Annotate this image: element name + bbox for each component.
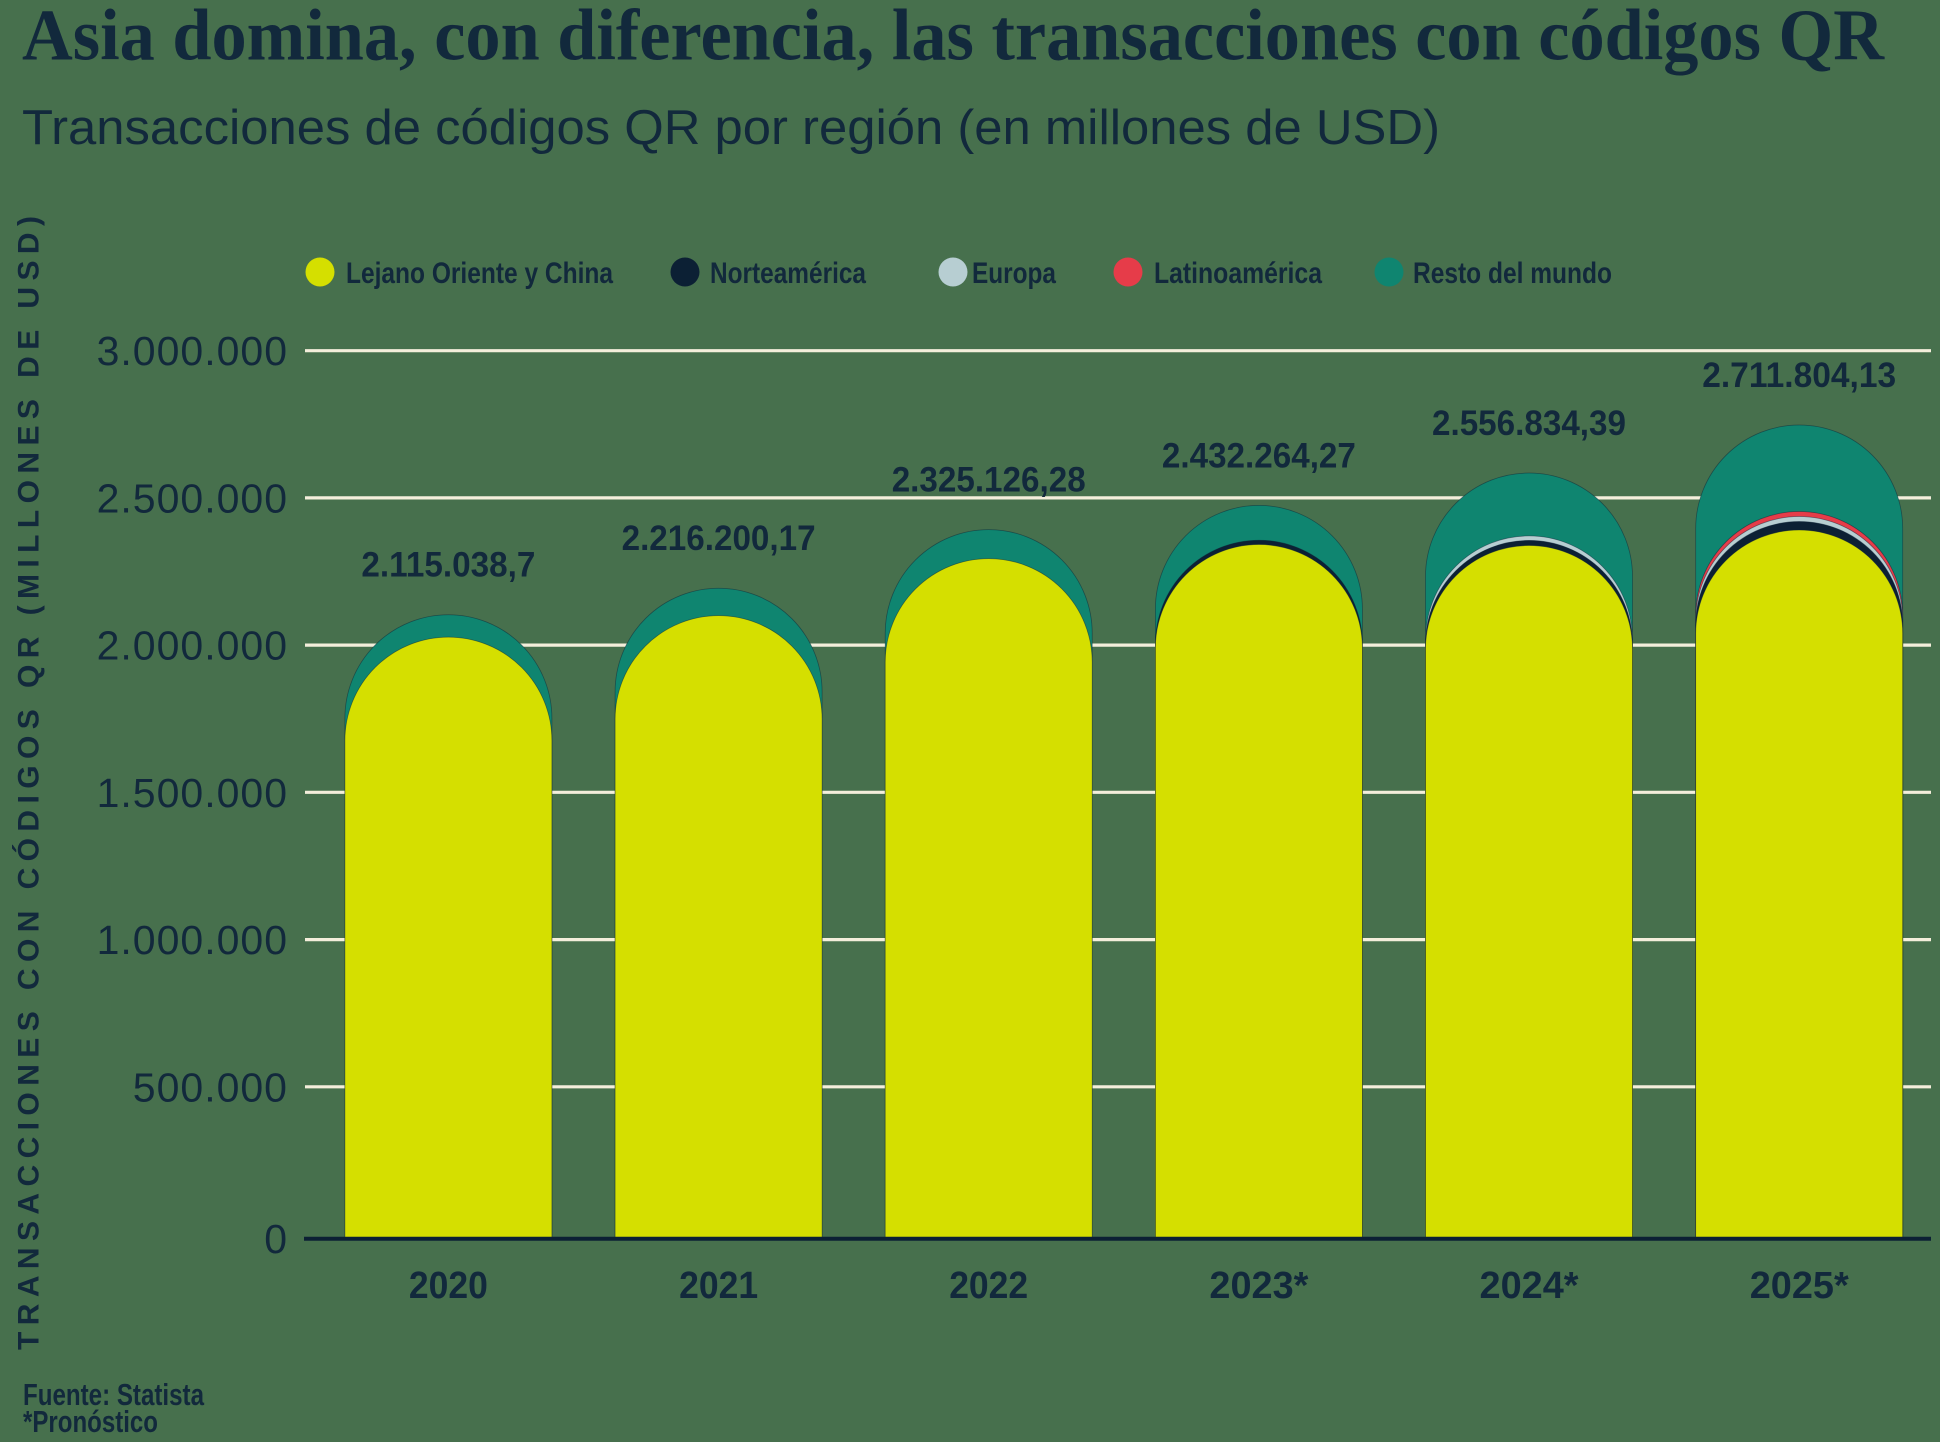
svg-text:Asia domina, con diferencia, l: Asia domina, con diferencia, las transac…: [22, 0, 1885, 76]
svg-text:1.500.000: 1.500.000: [97, 770, 288, 816]
svg-text:2025*: 2025*: [1750, 1265, 1849, 1307]
svg-text:Transacciones de códigos QR po: Transacciones de códigos QR por región (…: [22, 101, 1440, 155]
svg-text:Norteamérica: Norteamérica: [710, 257, 866, 290]
svg-text:500.000: 500.000: [133, 1064, 288, 1110]
svg-text:0: 0: [264, 1216, 288, 1262]
svg-text:2.115.038,7: 2.115.038,7: [361, 546, 535, 585]
svg-text:2021: 2021: [679, 1265, 758, 1307]
svg-text:Lejano Oriente y China: Lejano Oriente y China: [346, 257, 613, 290]
svg-text:2.432.264,27: 2.432.264,27: [1162, 436, 1356, 475]
svg-text:Resto del mundo: Resto del mundo: [1413, 257, 1612, 290]
svg-text:2.216.200,17: 2.216.200,17: [622, 519, 816, 558]
svg-text:2020: 2020: [409, 1265, 488, 1307]
svg-text:2024*: 2024*: [1480, 1265, 1579, 1307]
svg-text:2.325.126,28: 2.325.126,28: [892, 461, 1086, 500]
svg-text:Europa: Europa: [972, 257, 1056, 290]
svg-text:2.556.834,39: 2.556.834,39: [1432, 404, 1626, 443]
svg-text:Fuente: Statista: Fuente: Statista: [23, 1377, 205, 1412]
svg-text:1.000.000: 1.000.000: [97, 917, 288, 963]
svg-text:2.711.804,13: 2.711.804,13: [1702, 356, 1896, 395]
svg-text:2022: 2022: [949, 1265, 1028, 1307]
svg-text:*Pronóstico: *Pronóstico: [23, 1404, 158, 1439]
svg-text:3.000.000: 3.000.000: [97, 328, 288, 374]
svg-text:2023*: 2023*: [1209, 1265, 1308, 1307]
svg-text:2.000.000: 2.000.000: [97, 623, 288, 669]
svg-text:TRANSACCIONES CON CÓDIGOS QR (: TRANSACCIONES CON CÓDIGOS QR (MILLONES D…: [12, 216, 46, 1350]
svg-text:2.500.000: 2.500.000: [97, 475, 288, 521]
svg-text:Latinoamérica: Latinoamérica: [1154, 257, 1322, 290]
